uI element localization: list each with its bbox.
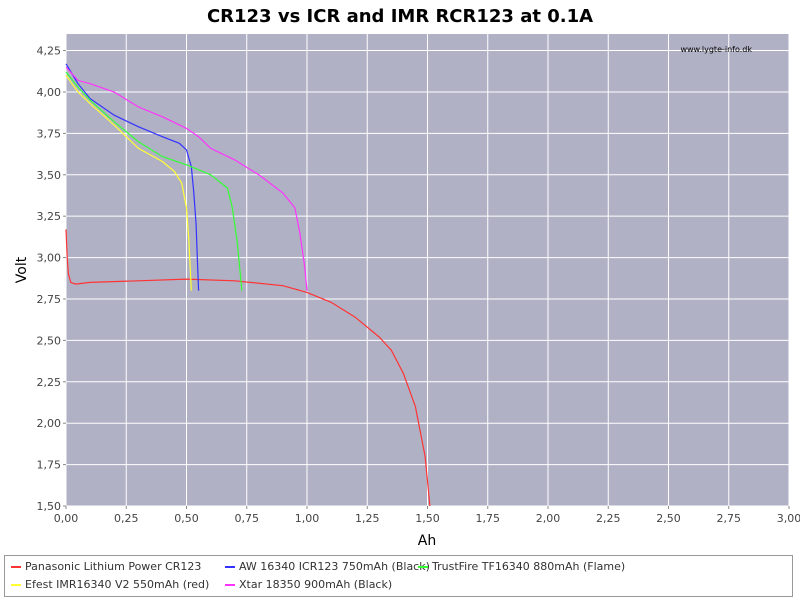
x-tick-label: 2,00 [536, 512, 561, 525]
legend-swatch [225, 583, 235, 586]
legend-swatch [418, 565, 428, 568]
y-tick-label: 2,50 [37, 334, 62, 347]
x-tick-label: 1,25 [355, 512, 380, 525]
legend-item: Panasonic Lithium Power CR123 [11, 560, 201, 573]
series-line-1 [65, 229, 431, 507]
x-tick-label: 0,00 [54, 512, 79, 525]
legend: Panasonic Lithium Power CR123 AW 16340 IC… [4, 555, 793, 597]
x-tick-label: 2,25 [596, 512, 621, 525]
legend-label: AW 16340 ICR123 750mAh (Black) [239, 560, 430, 573]
series-line-3 [65, 71, 243, 291]
y-tick-label: 1,50 [37, 500, 62, 513]
chart-title: CR123 vs ICR and IMR RCR123 at 0.1A [207, 6, 593, 27]
legend-swatch [11, 565, 21, 568]
chart: CR123 vs ICR and IMR RCR123 at 0.1A 1,50… [14, 6, 800, 549]
legend-item: AW 16340 ICR123 750mAh (Black) [225, 560, 430, 573]
y-tick-label: 4,00 [37, 86, 62, 99]
y-tick-label: 1,75 [37, 459, 62, 472]
watermark: www.lygte-info.dk [680, 45, 752, 54]
y-tick-label: 2,75 [37, 293, 62, 306]
y-tick-label: 3,00 [37, 252, 62, 265]
x-axis-label: Ah [418, 533, 436, 549]
y-tick-label: 3,50 [37, 169, 62, 182]
y-axis-ticks: 1,50 1,75 2,00 2,25 2,50 2,75 3,00 3,25 3,50 3,75… [37, 45, 66, 513]
legend-swatch [225, 565, 235, 568]
y-axis-label: Volt [14, 256, 30, 283]
series-lines [65, 63, 431, 507]
y-tick-label: 3,25 [37, 210, 62, 223]
x-tick-label: 1,00 [295, 512, 320, 525]
legend-label: Efest IMR16340 V2 550mAh (red) [25, 578, 210, 591]
legend-item: Xtar 18350 900mAh (Black) [225, 578, 392, 591]
series-line-5 [65, 66, 308, 291]
y-tick-label: 4,25 [37, 45, 62, 58]
x-tick-label: 3,00 [777, 512, 800, 525]
legend-item: Efest IMR16340 V2 550mAh (red) [11, 578, 209, 591]
x-tick-label: 0,50 [174, 512, 199, 525]
y-tick-label: 3,75 [37, 127, 62, 140]
y-tick-label: 2,00 [37, 417, 62, 430]
x-tick-label: 0,25 [114, 512, 139, 525]
x-tick-label: 2,50 [656, 512, 681, 525]
y-tick-label: 2,25 [37, 376, 62, 389]
legend-swatch [11, 583, 21, 586]
legend-label: TrustFire TF16340 880mAh (Flame) [432, 560, 626, 573]
legend-item: TrustFire TF16340 880mAh (Flame) [418, 560, 625, 573]
x-tick-label: 0,75 [235, 512, 260, 525]
series-line-2 [65, 63, 200, 291]
legend-label: Xtar 18350 900mAh (Black) [239, 578, 393, 591]
x-tick-label: 1,75 [476, 512, 501, 525]
x-axis-ticks: 0,00 0,25 0,50 0,75 1,00 1,25 1,50 1,75 2,00 2,25… [54, 506, 800, 525]
series-line-4 [65, 75, 192, 291]
x-tick-label: 2,75 [717, 512, 742, 525]
x-tick-label: 1,50 [415, 512, 440, 525]
legend-label: Panasonic Lithium Power CR123 [25, 560, 202, 573]
